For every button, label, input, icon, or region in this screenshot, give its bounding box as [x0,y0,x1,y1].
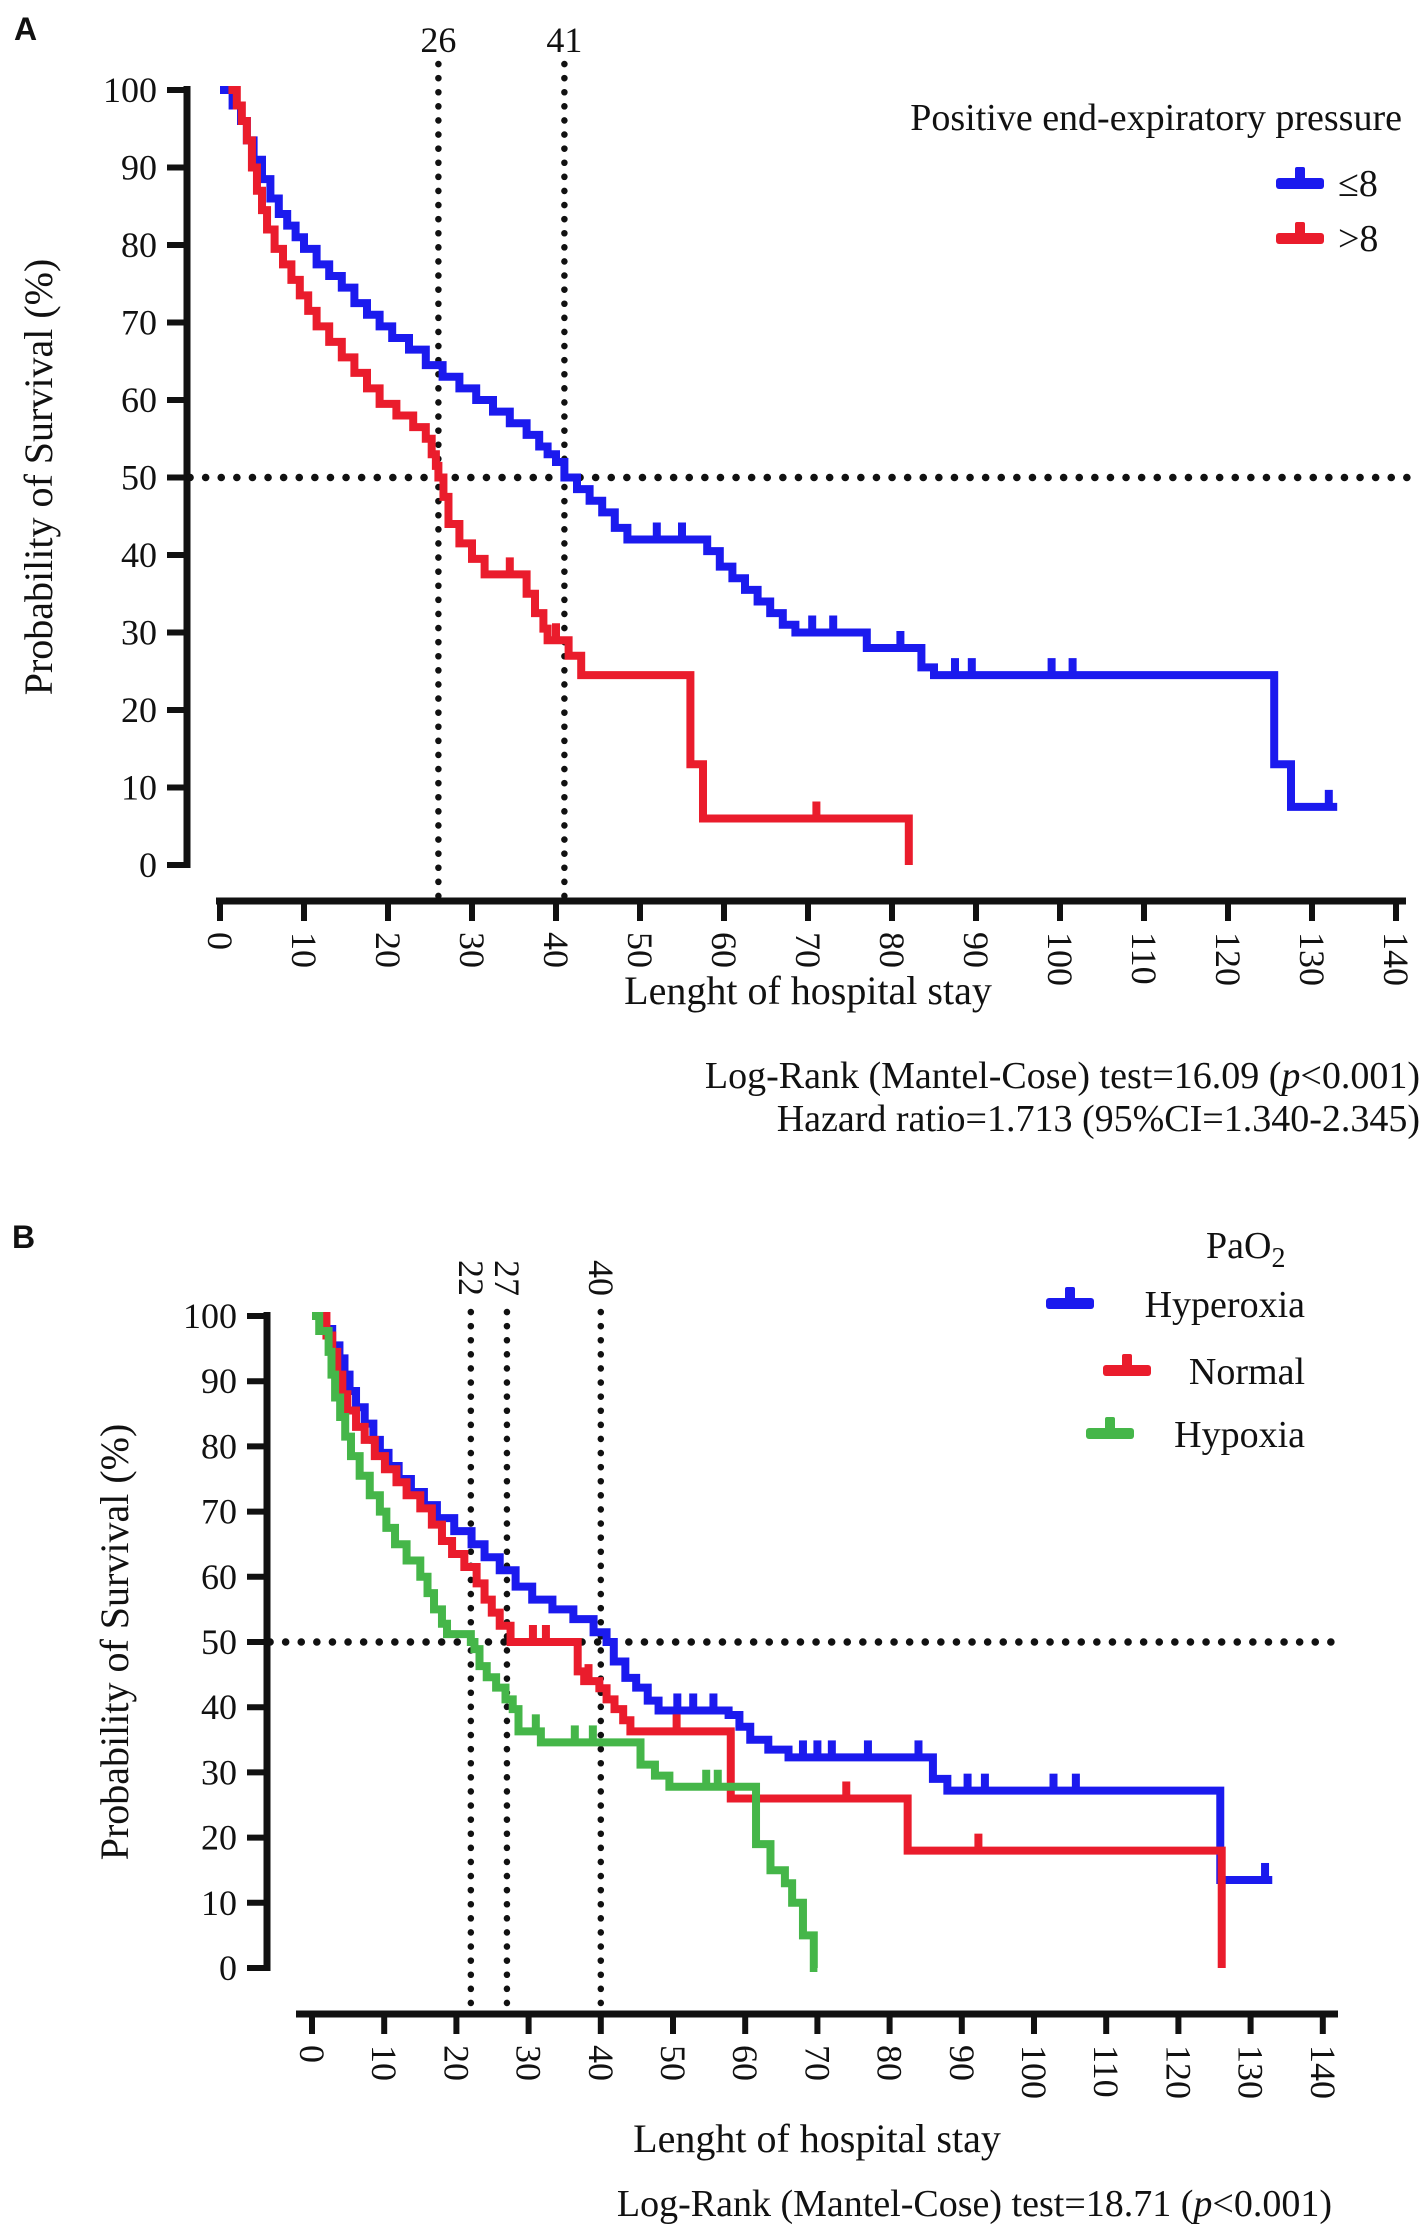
x-tick-label: 20 [436,2045,476,2081]
y-tick-label: 80 [201,1426,237,1466]
x-tick-label: 10 [364,2045,404,2081]
x-tick-label: 60 [725,2045,765,2081]
panel-a: 0 10 20 30 40 50 60 70 80 90 100 0 10 20 30 40 50 60 70 80 9… [16,20,1420,1140]
x-tick-label: 40 [581,2045,621,2081]
panel-a-stats: Log-Rank (Mantel-Cose) test=16.09 (p<0.0… [705,1055,1420,1140]
panel-a-dynamic: 0 10 20 30 40 50 60 70 80 90 100 0 10 20 30 40 50 60 70 80 9… [103,20,1416,986]
median-label: 40 [581,1260,621,1296]
y-tick-label: 90 [201,1361,237,1401]
x-tick-label: 0 [200,932,240,950]
legend-a-item-le8: ≤8 [1276,163,1378,205]
y-tick-label: 0 [139,845,157,885]
y-tick-label: 100 [103,70,157,110]
x-tick-label: 110 [1086,2045,1126,2098]
y-tick-label: 20 [201,1818,237,1858]
x-tick-label: 70 [788,932,828,968]
censor-marker-icon [1046,1287,1094,1309]
legend-b-item-hypoxia: Hypoxia [1086,1414,1305,1456]
series-curve-Hypoxia [312,1312,818,1972]
stats-line: Log-Rank (Mantel-Cose) test=18.71 (p<0.0… [617,2183,1332,2225]
y-tick-label: 70 [201,1492,237,1532]
y-tick-label: 60 [201,1557,237,1597]
panel-b-stats: Log-Rank (Mantel-Cose) test=18.71 (p<0.0… [617,2183,1332,2225]
median-label: 26 [420,20,456,60]
legend-a-title: Positive end-expiratory pressure [910,97,1402,139]
x-tick-label: 90 [956,932,996,968]
panel-b: 0 10 20 30 40 50 60 70 80 90 100 0 10 20 30 40 50 60 70 80 9… [92,1225,1346,2225]
y-axis-label: Probability of Survival (%) [92,1424,137,1861]
y-tick-label: 20 [121,690,157,730]
x-tick-label: 90 [942,2045,982,2081]
legend-a: Positive end-expiratory pressure ≤8 >8 [910,97,1402,260]
legend-b: PaO2 Hyperoxia Normal [1046,1225,1305,1456]
y-tick-label: 30 [121,613,157,653]
x-tick-label: 50 [620,932,660,968]
x-tick-label: 130 [1231,2045,1271,2099]
x-tick-label: 130 [1292,932,1332,986]
x-tick-label: 60 [704,932,744,968]
x-tick-label: 120 [1158,2045,1198,2099]
legend-b-item-normal: Normal [1103,1351,1305,1393]
legend-a-item-gt8: >8 [1276,218,1378,260]
y-tick-label: 50 [121,458,157,498]
y-tick-label: 10 [201,1883,237,1923]
x-tick-label: 80 [870,2045,910,2081]
x-tick-label: 110 [1124,932,1164,985]
x-tick-label: 30 [509,2045,549,2081]
x-tick-label: 80 [872,932,912,968]
x-tick-label: 20 [368,932,408,968]
stats-line: Log-Rank (Mantel-Cose) test=16.09 (p<0.0… [705,1055,1420,1097]
x-tick-label: 140 [1303,2045,1343,2099]
median-label: 41 [546,20,582,60]
median-label: 27 [487,1260,527,1296]
stats-line: Hazard ratio=1.713 (95%CI=1.340-2.345) [777,1098,1420,1140]
series-curve-Normal [315,1312,1226,1968]
median-label: 22 [451,1260,491,1296]
x-tick-label: 100 [1014,2045,1054,2099]
y-tick-label: 40 [201,1687,237,1727]
x-tick-label: 50 [653,2045,693,2081]
censor-marker-icon [1276,222,1324,244]
legend-a-label-le8: ≤8 [1338,163,1378,205]
legend-b-title: PaO2 [1206,1225,1285,1274]
y-tick-label: 100 [183,1296,237,1336]
series-curve-8 [228,86,913,865]
x-tick-label: 120 [1208,932,1248,986]
x-tick-label: 100 [1040,932,1080,986]
x-tick-label: 40 [536,932,576,968]
panel-b-letter: B [12,1219,35,1255]
y-tick-label: 80 [121,225,157,265]
legend-b-label-hyperoxia: Hyperoxia [1145,1284,1306,1326]
y-axis-label: Probability of Survival (%) [16,259,61,696]
y-tick-label: 60 [121,380,157,420]
y-tick-label: 30 [201,1752,237,1792]
legend-b-label-hypoxia: Hypoxia [1174,1414,1305,1456]
y-tick-label: 90 [121,148,157,188]
series-curve-8 [220,86,1338,811]
x-axis-label: Lenght of hospital stay [633,2116,1001,2161]
censor-marker-icon [1276,167,1324,189]
x-axis-label: Lenght of hospital stay [624,968,992,1013]
y-tick-label: 0 [219,1948,237,1988]
legend-b-item-hyperoxia: Hyperoxia [1046,1284,1305,1326]
y-tick-label: 10 [121,768,157,808]
x-tick-label: 70 [797,2045,837,2081]
y-tick-label: 70 [121,303,157,343]
x-tick-label: 30 [452,932,492,968]
series-curve-Hyperoxia [312,1312,1273,1884]
x-tick-label: 140 [1376,932,1416,986]
censor-marker-icon [1086,1417,1134,1439]
legend-b-label-normal: Normal [1189,1351,1305,1393]
censor-marker-icon [1103,1354,1151,1376]
legend-a-label-gt8: >8 [1338,218,1378,260]
x-tick-label: 10 [284,932,324,968]
panel-b-dynamic: 0 10 20 30 40 50 60 70 80 90 100 0 10 20 30 40 50 60 70 80 9… [183,1260,1346,2099]
x-tick-label: 0 [292,2045,332,2063]
y-tick-label: 50 [201,1622,237,1662]
panel-a-letter: A [14,11,37,47]
y-tick-label: 40 [121,535,157,575]
